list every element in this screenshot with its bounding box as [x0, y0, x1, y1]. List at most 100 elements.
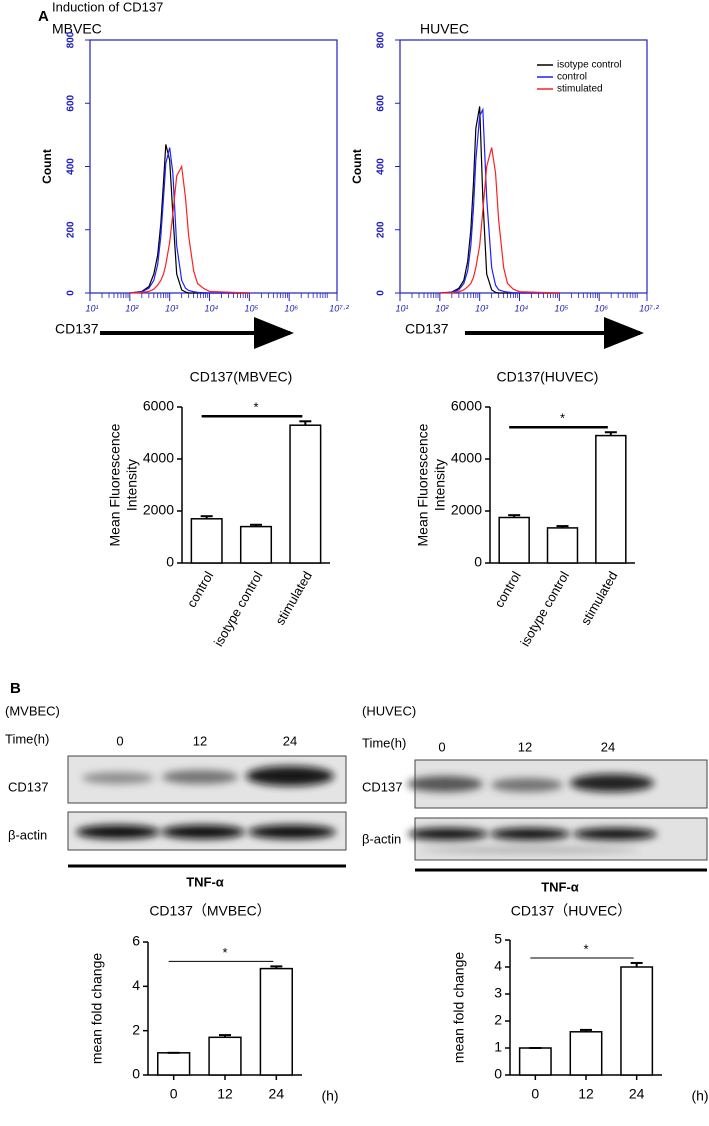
y-tick-label: 2000 [451, 502, 482, 518]
x-tick-label: 10⁶ [594, 303, 608, 313]
x-axis-label: (h) [691, 1088, 708, 1104]
legend-label: control [557, 72, 587, 83]
x-tick-label: 0 [531, 1086, 539, 1102]
chart-title: CD137（MVBEC） [149, 903, 270, 919]
y-tick-label: 0 [166, 554, 174, 570]
x-tick-label: 24 [629, 1086, 645, 1102]
cell-label: (MVBEC) [5, 703, 60, 718]
y-tick-label: 6000 [451, 398, 482, 414]
x-tick-label: control [491, 569, 524, 610]
y-tick-label: 0 [474, 554, 482, 570]
y-tick-label: 0 [494, 1066, 502, 1082]
bar [289, 424, 322, 564]
y-tick-label: 4 [132, 977, 140, 993]
time: 0 [116, 733, 123, 748]
chart-title: MBVEC [52, 21, 102, 37]
y-axis-label: Count [350, 149, 364, 184]
x-tick-label: 12 [578, 1086, 594, 1102]
x-tick-label: 12 [217, 1086, 233, 1102]
y-axis-label: Intensity [124, 459, 140, 511]
y-tick-label: 800 [66, 31, 77, 48]
y-axis-label: Intensity [432, 459, 448, 511]
panel-label: A [38, 8, 49, 25]
y-tick-label: 5 [494, 931, 502, 947]
bar [569, 1031, 603, 1076]
y-tick-label: 800 [376, 31, 387, 48]
x-tick-label: 10⁵ [244, 303, 258, 313]
bar [157, 1052, 191, 1076]
significance-mark: * [560, 411, 565, 426]
time: 24 [283, 733, 297, 748]
x-tick-label: isotype control [517, 569, 572, 649]
y-tick-label: 400 [66, 158, 77, 175]
row-label: β-actin [8, 827, 47, 842]
histogram-line [439, 147, 560, 294]
y-tick-label: 600 [376, 94, 387, 111]
time: 0 [438, 739, 445, 754]
histogram-line [129, 144, 250, 294]
y-axis-label: Mean Fluorescence [107, 423, 123, 546]
bar [518, 1047, 552, 1076]
y-tick-label: 6000 [143, 398, 174, 414]
x-tick-label: 10⁶ [284, 303, 298, 313]
y-tick-label: 200 [376, 221, 387, 238]
time: 12 [518, 739, 532, 754]
bar [546, 527, 579, 564]
x-tick-label: 0 [170, 1086, 178, 1102]
row-label: CD137 [362, 779, 402, 794]
chart-title: CD137（HUVEC） [511, 903, 632, 919]
y-tick-label: 0 [66, 290, 77, 296]
legend-label: isotype control [557, 60, 621, 71]
plot-frame [399, 39, 648, 294]
x-tick-label: 10⁴ [205, 303, 219, 313]
chart-title: CD137(HUVEC) [497, 369, 599, 385]
y-tick-label: 200 [66, 221, 77, 238]
x-tick-label: stimulated [578, 569, 621, 628]
x-tick-label: 10¹ [395, 303, 408, 313]
x-axis-label: CD137 [405, 321, 449, 337]
x-tick-label: 10² [435, 303, 449, 313]
chart-title: HUVEC [420, 21, 469, 37]
row-label: CD137 [8, 779, 48, 794]
bar [190, 518, 223, 564]
x-tick-label: 10³ [165, 303, 179, 313]
y-tick-label: 2 [132, 1021, 140, 1037]
x-tick-label: 10⁷·² [329, 303, 349, 313]
x-tick-label: 10¹ [85, 303, 98, 313]
plot-frame [89, 39, 338, 294]
cell-label: (HUVEC) [362, 703, 416, 718]
y-tick-label: 2 [494, 1012, 502, 1028]
legend-label: stimulated [557, 84, 603, 95]
x-tick-label: 10³ [475, 303, 489, 313]
significance-mark: * [222, 945, 227, 960]
bar [239, 525, 273, 564]
blot [67, 755, 347, 868]
bar [595, 434, 627, 564]
x-axis-label: CD137 [55, 321, 99, 337]
histogram-line [129, 164, 250, 294]
x-tick-label: 10⁵ [554, 303, 568, 313]
x-tick-label: 10⁷·² [639, 303, 659, 313]
time-label: Time(h) [5, 731, 49, 746]
bar [498, 516, 530, 564]
row-label: β-actin [362, 831, 401, 846]
y-axis-label: mean fold change [89, 953, 105, 1065]
blot [407, 759, 708, 872]
bar [208, 1036, 242, 1076]
y-tick-label: 2000 [143, 502, 174, 518]
bar [620, 966, 654, 1076]
treatment-label: TNF-α [186, 874, 224, 889]
treatment-label: TNF-α [541, 879, 579, 894]
chart-title: CD137(MBVEC) [190, 369, 293, 385]
y-tick-label: 0 [132, 1066, 140, 1082]
y-tick-label: 4000 [451, 450, 482, 466]
y-tick-label: 0 [376, 290, 387, 296]
significance-mark: * [583, 941, 588, 956]
x-tick-label: stimulated [272, 569, 315, 628]
histogram-line [439, 106, 560, 294]
x-tick-label: 10⁴ [515, 303, 529, 313]
significance-mark: * [253, 400, 258, 415]
y-tick-label: 4000 [143, 450, 174, 466]
y-axis-label: mean fold change [451, 952, 467, 1064]
x-tick-label: 10² [125, 303, 139, 313]
